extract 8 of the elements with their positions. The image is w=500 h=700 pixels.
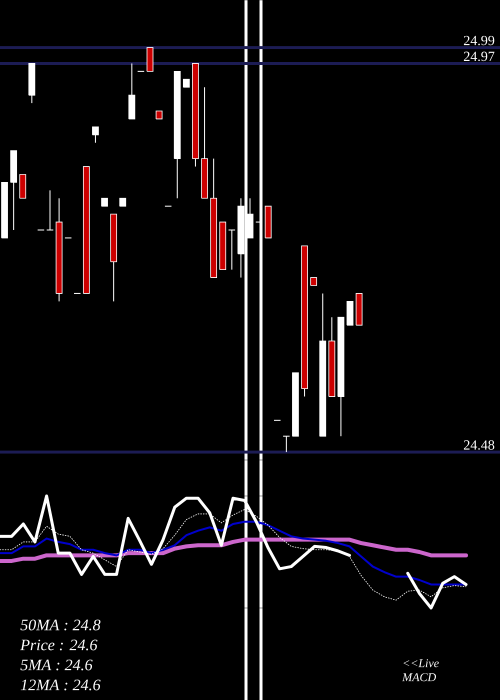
text: <<Live MACD bbox=[402, 659, 439, 682]
text: 5MA : 24.6 bbox=[20, 660, 93, 670]
y-tick-label: 24.48 bbox=[464, 440, 494, 450]
text: 12MA : 24.6 bbox=[20, 680, 101, 690]
text: Price : 24.6 bbox=[20, 640, 98, 650]
y-tick-label: 24.99 bbox=[464, 36, 494, 46]
text: 50MA : 24.8 bbox=[20, 620, 100, 630]
y-tick-label: 24.97 bbox=[464, 52, 494, 62]
